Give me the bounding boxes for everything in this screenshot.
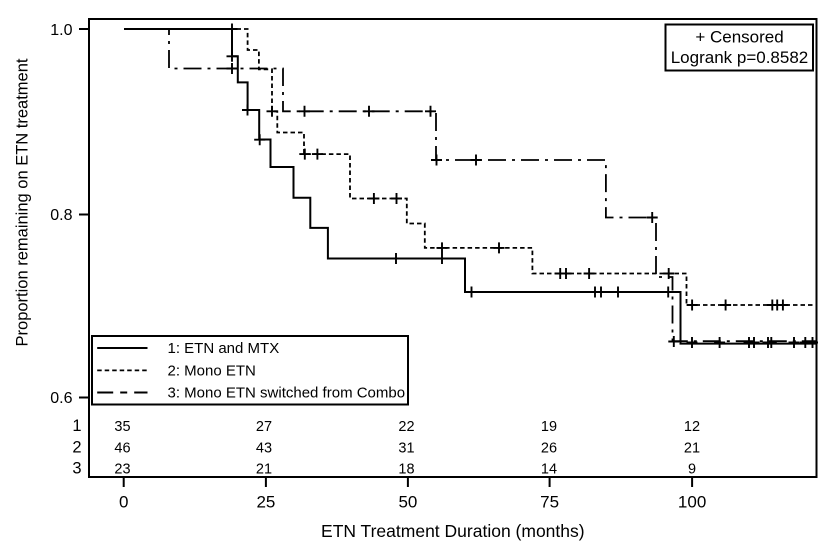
svg-text:100: 100 (678, 493, 706, 512)
svg-text:0.6: 0.6 (50, 390, 72, 407)
svg-text:0: 0 (119, 493, 128, 512)
svg-text:ETN Treatment Duration (months: ETN Treatment Duration (months) (321, 521, 585, 541)
svg-text:25: 25 (256, 493, 275, 512)
svg-text:1: 1 (72, 417, 81, 435)
svg-text:2: 2 (72, 439, 81, 457)
svg-text:12: 12 (684, 419, 700, 435)
svg-text:43: 43 (256, 441, 272, 457)
svg-text:Proportion remaining on ETN tr: Proportion remaining on ETN treatment (14, 58, 32, 346)
svg-text:21: 21 (256, 462, 272, 478)
svg-text:46: 46 (114, 441, 130, 457)
svg-text:31: 31 (398, 441, 414, 457)
svg-text:18: 18 (398, 462, 414, 478)
svg-text:14: 14 (541, 462, 557, 478)
svg-text:+ Censored: + Censored (695, 28, 783, 47)
svg-text:1: ETN and MTX: 1: ETN and MTX (168, 340, 280, 357)
svg-text:23: 23 (114, 462, 130, 478)
svg-text:75: 75 (540, 493, 559, 512)
svg-text:27: 27 (256, 419, 272, 435)
svg-text:35: 35 (114, 419, 130, 435)
svg-text:26: 26 (541, 441, 557, 457)
svg-text:1.0: 1.0 (50, 22, 72, 39)
svg-text:50: 50 (398, 493, 417, 512)
svg-text:9: 9 (688, 462, 696, 478)
svg-text:3: Mono ETN switched from Comb: 3: Mono ETN switched from Combo (168, 385, 406, 402)
svg-text:22: 22 (398, 419, 414, 435)
svg-text:Logrank p=0.8582: Logrank p=0.8582 (671, 48, 809, 67)
svg-text:0.8: 0.8 (50, 207, 72, 224)
svg-text:3: 3 (72, 460, 81, 478)
svg-text:2: Mono ETN: 2: Mono ETN (168, 362, 256, 379)
svg-text:21: 21 (684, 441, 700, 457)
svg-text:19: 19 (541, 419, 557, 435)
